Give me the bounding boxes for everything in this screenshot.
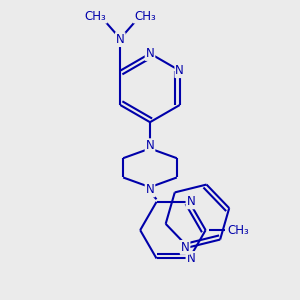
Text: N: N — [146, 183, 154, 196]
Text: CH₃: CH₃ — [134, 10, 156, 22]
Text: N: N — [187, 252, 195, 265]
Text: CH₃: CH₃ — [85, 10, 106, 22]
Text: N: N — [116, 33, 124, 46]
Text: N: N — [176, 64, 184, 77]
Text: CH₃: CH₃ — [227, 224, 249, 237]
Text: N: N — [187, 195, 195, 208]
Text: N: N — [146, 139, 154, 152]
Text: N: N — [181, 241, 190, 254]
Text: N: N — [146, 47, 154, 60]
